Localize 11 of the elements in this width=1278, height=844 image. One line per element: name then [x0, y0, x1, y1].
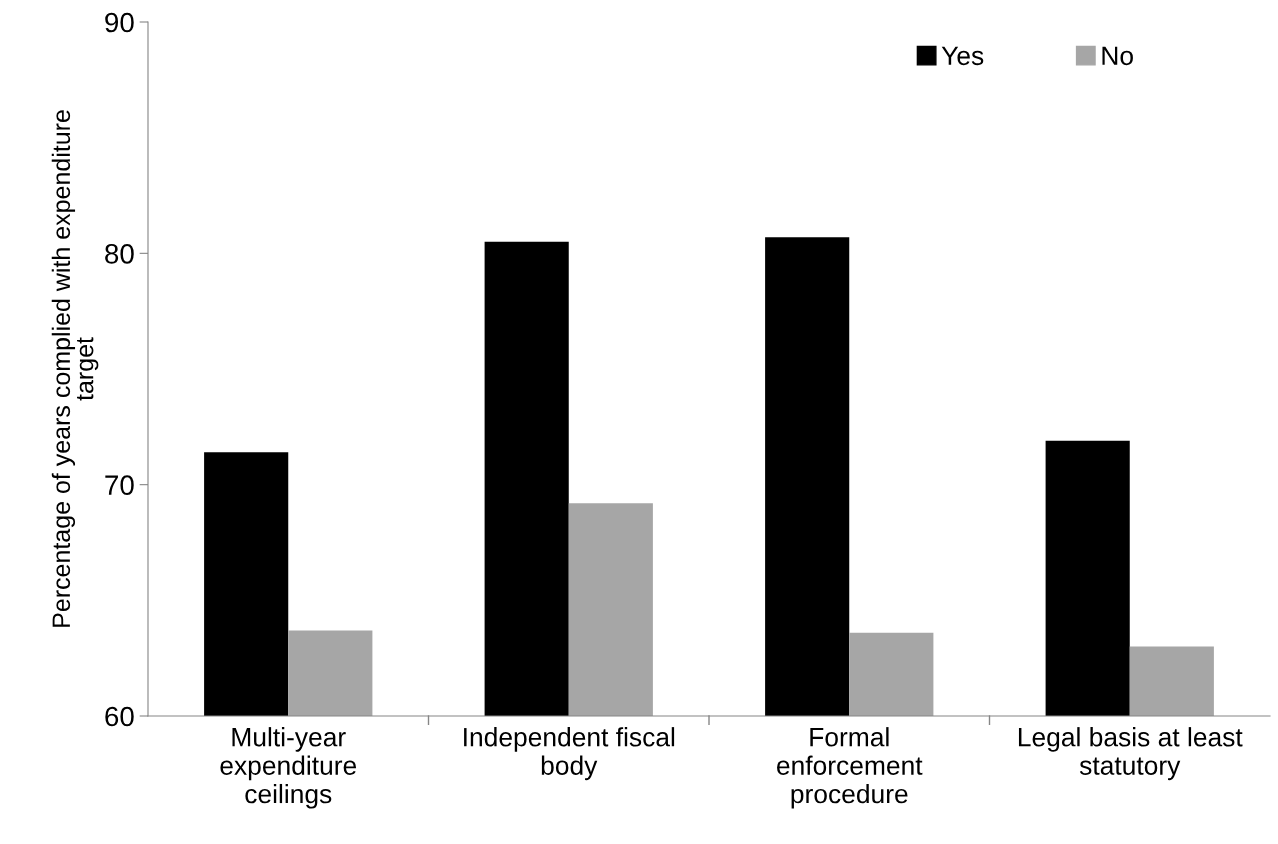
y-tick-label: 80: [105, 244, 134, 264]
x-tick-label: Independent fiscal body: [464, 727, 675, 781]
y-tick-label: 60: [105, 706, 134, 727]
y-tick-label: 90: [105, 12, 134, 33]
legend-label: Yes: [941, 46, 984, 66]
x-tick-label: Legal basis at least statutory: [1018, 727, 1243, 781]
legend-label: No: [1102, 46, 1133, 66]
x-tick-label: Multi-year expenditure ceilings: [220, 727, 357, 809]
x-tick-label: Formal enforcement procedure: [777, 727, 923, 809]
y-axis-title: Percentage of years complied with expenditure target: [51, 110, 99, 627]
y-tick-label: 70: [105, 475, 134, 496]
